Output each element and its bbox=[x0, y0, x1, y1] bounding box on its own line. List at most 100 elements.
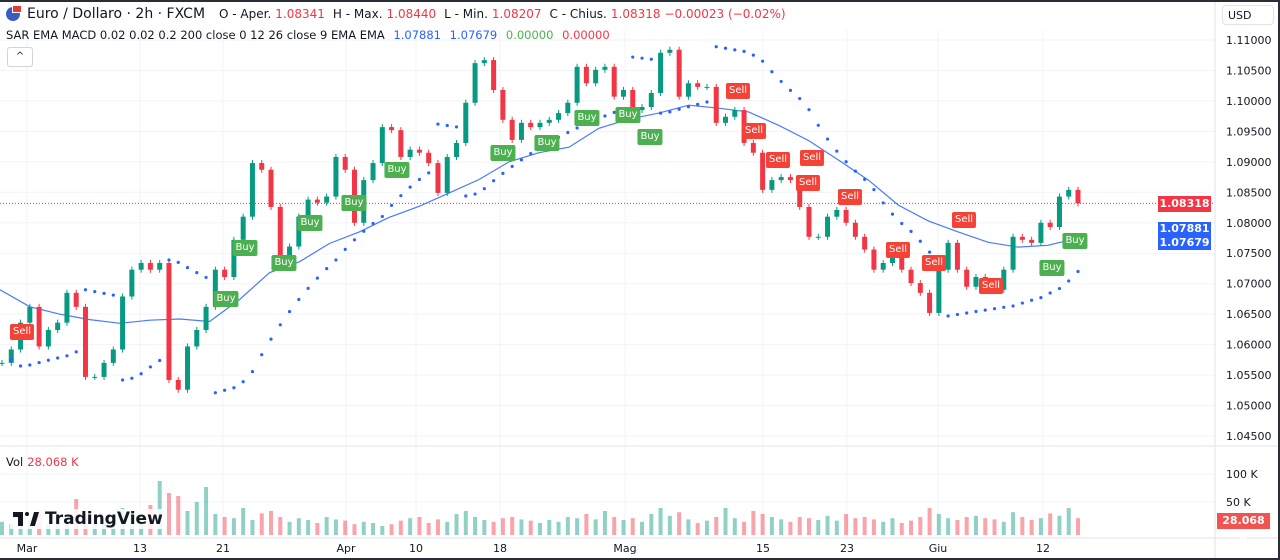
currency-button[interactable]: USD bbox=[1222, 5, 1274, 25]
sar-dot bbox=[909, 229, 913, 233]
sar-dot bbox=[807, 108, 811, 112]
buy-signal-label: Buy bbox=[574, 110, 600, 126]
buy-signal-label: Buy bbox=[297, 215, 323, 231]
candle-body bbox=[583, 66, 589, 84]
sar-dot bbox=[464, 194, 468, 198]
candle-body bbox=[1001, 269, 1007, 290]
buy-signal-label: Buy bbox=[384, 162, 410, 178]
sar-dot bbox=[529, 152, 533, 156]
candle-body bbox=[964, 269, 970, 287]
window-border-right bbox=[1278, 0, 1280, 560]
candle-body bbox=[593, 69, 599, 84]
sell-signal-label: Sell bbox=[837, 189, 863, 205]
volume-bar bbox=[779, 519, 784, 535]
sar-dot bbox=[334, 258, 338, 262]
volume-bar bbox=[973, 515, 978, 535]
buy-signal-label: Buy bbox=[1039, 260, 1065, 276]
sell-signal-label: Sell bbox=[799, 150, 825, 166]
price-axis-tick: 1.09000 bbox=[1226, 156, 1272, 169]
candle-body bbox=[825, 216, 831, 237]
volume-bar bbox=[9, 524, 14, 535]
candle-body bbox=[973, 276, 979, 287]
candle-body bbox=[917, 283, 923, 293]
candle-body bbox=[509, 119, 515, 140]
sar-dot bbox=[427, 171, 431, 175]
price-axis-tick: 1.04500 bbox=[1226, 430, 1272, 443]
volume-bar bbox=[426, 523, 431, 535]
volume-bar bbox=[834, 520, 839, 535]
tradingview-wordmark: TradingView bbox=[45, 509, 163, 529]
collapse-legend-button[interactable]: ^ bbox=[7, 47, 33, 67]
candle-body bbox=[435, 163, 441, 193]
volume-bar bbox=[482, 520, 487, 535]
price-axis-tick: 1.10500 bbox=[1226, 64, 1272, 77]
sar-dot bbox=[566, 130, 570, 135]
volume-bar bbox=[1066, 508, 1071, 535]
sar-dot bbox=[223, 388, 227, 392]
candle-body bbox=[55, 322, 61, 330]
volume-label: Vol bbox=[6, 455, 24, 469]
sar-dot bbox=[325, 267, 329, 271]
candle-body bbox=[0, 362, 5, 364]
volume-axis-tick: 50 K bbox=[1226, 496, 1251, 509]
sar-dot bbox=[250, 370, 255, 374]
tradingview-logo[interactable]: TradingView bbox=[10, 509, 166, 529]
sar-dot bbox=[399, 194, 403, 198]
ema-200-line bbox=[0, 104, 1079, 324]
sar-dot bbox=[677, 107, 681, 111]
volume-bar bbox=[333, 519, 338, 535]
symbol-title[interactable]: Euro / Dollaro · 2h · FXCM bbox=[27, 6, 206, 22]
sar-dot bbox=[37, 360, 41, 365]
time-axis-tick: 13 bbox=[133, 542, 147, 555]
sar-dot bbox=[176, 260, 180, 264]
sar-dot bbox=[1048, 291, 1052, 295]
volume-bar bbox=[510, 517, 515, 535]
candle-body bbox=[658, 52, 664, 94]
sar-dot bbox=[983, 308, 987, 312]
candle-body bbox=[379, 127, 385, 164]
candle-body bbox=[927, 292, 933, 313]
sar-dot bbox=[148, 365, 153, 369]
candle-body bbox=[1056, 196, 1062, 228]
volume-legend[interactable]: Vol 28.068 K bbox=[6, 455, 79, 469]
volume-bar bbox=[1048, 513, 1053, 535]
volume-bar bbox=[269, 511, 273, 535]
candle-body bbox=[537, 122, 543, 128]
candle-body bbox=[843, 209, 849, 223]
sar-dot bbox=[417, 177, 422, 182]
volume-bar bbox=[742, 521, 747, 535]
sar-dot bbox=[454, 125, 459, 129]
candle-body bbox=[333, 156, 339, 197]
sar-dot bbox=[714, 45, 718, 49]
candle-body bbox=[27, 306, 33, 323]
candle-body bbox=[556, 113, 562, 120]
volume-bar bbox=[816, 520, 821, 535]
sar-dot bbox=[65, 354, 69, 358]
time-axis-tick: 10 bbox=[409, 542, 423, 555]
sar-dot bbox=[519, 158, 524, 162]
candle-body bbox=[704, 86, 710, 88]
volume-bar bbox=[176, 496, 181, 535]
indicator-legend[interactable]: SAR EMA MACD 0.02 0.02 0.2 200 close 0 1… bbox=[6, 28, 615, 42]
volume-bar bbox=[658, 508, 663, 535]
volume-bar bbox=[157, 481, 162, 535]
sar-dot bbox=[120, 378, 125, 382]
candle-body bbox=[1019, 236, 1025, 240]
sar-dot bbox=[603, 114, 607, 118]
volume-bar bbox=[1057, 515, 1062, 535]
volume-bar bbox=[955, 520, 960, 535]
volume-bar bbox=[871, 519, 876, 535]
sar-dot bbox=[501, 171, 505, 175]
candle-body bbox=[166, 262, 172, 380]
candle-body bbox=[8, 349, 14, 363]
volume-bar bbox=[964, 517, 969, 535]
sar-dot bbox=[371, 221, 375, 226]
time-axis-tick: 18 bbox=[493, 542, 507, 555]
volume-bar bbox=[491, 521, 496, 535]
volume-bar bbox=[361, 521, 366, 535]
candle-body bbox=[880, 262, 886, 270]
candle-body bbox=[1029, 239, 1035, 243]
volume-axis-tick: 100 K bbox=[1226, 468, 1258, 481]
sar-dot bbox=[28, 363, 32, 367]
